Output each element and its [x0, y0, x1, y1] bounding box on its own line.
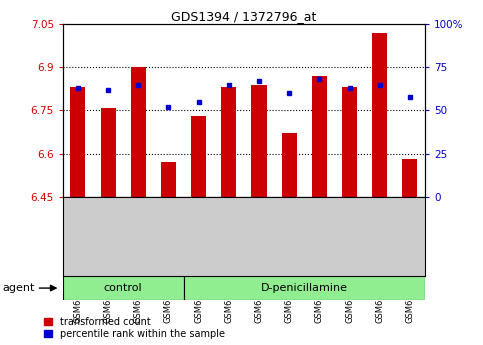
Bar — [312, 76, 327, 197]
Bar — [402, 159, 417, 197]
Bar — [161, 162, 176, 197]
Bar — [191, 116, 206, 197]
Bar — [252, 85, 267, 197]
Bar — [100, 108, 115, 197]
Bar — [342, 87, 357, 197]
Text: D-penicillamine: D-penicillamine — [261, 283, 348, 293]
Title: GDS1394 / 1372796_at: GDS1394 / 1372796_at — [171, 10, 316, 23]
Bar — [71, 87, 85, 197]
Text: control: control — [104, 283, 142, 293]
Text: agent: agent — [2, 283, 35, 293]
Bar — [372, 33, 387, 197]
Bar — [63, 276, 184, 300]
Bar — [282, 134, 297, 197]
Legend: transformed count, percentile rank within the sample: transformed count, percentile rank withi… — [43, 316, 226, 340]
Bar — [131, 67, 146, 197]
Bar — [184, 276, 425, 300]
Bar — [221, 87, 236, 197]
